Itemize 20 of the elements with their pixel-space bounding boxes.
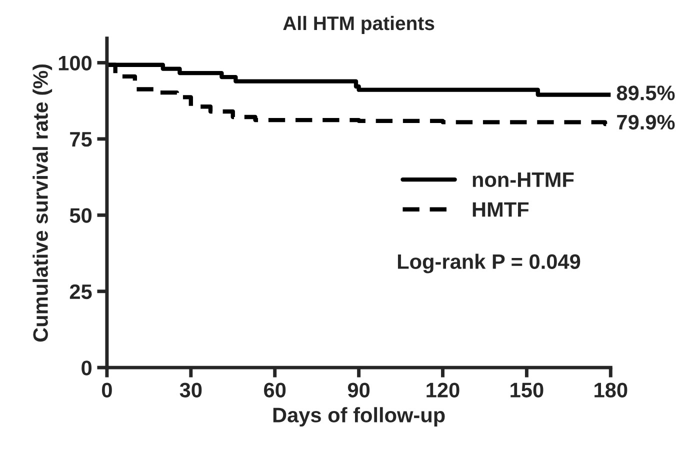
x-axis-title: Days of follow-up xyxy=(273,407,445,427)
y-tick-label: 0 xyxy=(82,360,92,376)
annotation: 89.5% xyxy=(616,86,675,100)
x-tick-label: 0 xyxy=(102,382,112,398)
chart-title: All HTM patients xyxy=(283,16,434,34)
y-axis-title: Cumulative survival rate (%) xyxy=(32,64,52,342)
y-tick-label: 100 xyxy=(58,56,92,70)
x-tick-label: 150 xyxy=(510,382,544,398)
annotation: Log-rank P = 0.049 xyxy=(398,254,580,274)
x-tick-label: 120 xyxy=(426,382,460,398)
x-tick-label: 90 xyxy=(348,382,370,398)
x-tick-label: 180 xyxy=(594,382,628,398)
legend-label: non-HTMF xyxy=(472,172,574,188)
y-tick-label: 25 xyxy=(70,284,92,300)
annotation: 79.9% xyxy=(617,114,675,130)
y-tick-label: 75 xyxy=(70,132,92,147)
x-tick-label: 60 xyxy=(264,382,286,398)
y-tick-label: 50 xyxy=(70,208,92,223)
legend-label: HMTF xyxy=(472,202,529,217)
x-tick-label: 30 xyxy=(180,382,202,398)
